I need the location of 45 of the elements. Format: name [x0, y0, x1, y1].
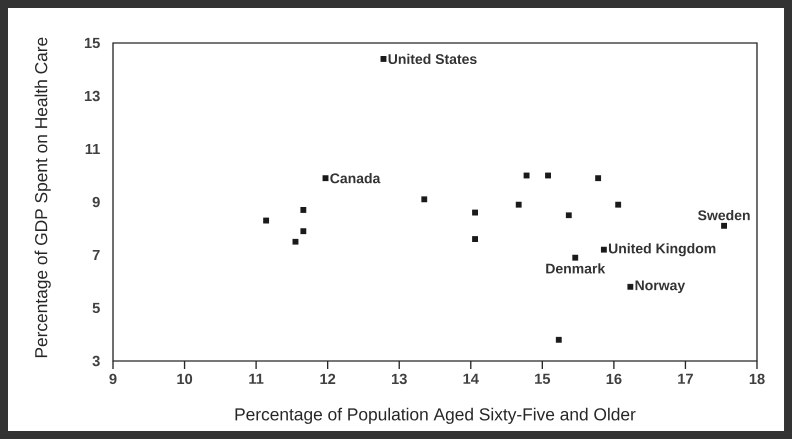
annotation: Sweden — [698, 210, 750, 220]
y-tick-label: 5 — [92, 302, 100, 314]
x-tick-label: 15 — [535, 374, 550, 384]
x-tick-label: 9 — [109, 374, 117, 384]
point — [721, 222, 728, 229]
point — [292, 238, 298, 245]
x-tick-label: 17 — [678, 374, 693, 384]
point — [421, 196, 428, 202]
point — [322, 175, 328, 182]
point — [524, 172, 530, 178]
y-tick-label: 9 — [92, 196, 100, 208]
annotation: Canada — [330, 173, 380, 184]
x-tick-label: 18 — [750, 374, 765, 384]
y-tick-label: 7 — [92, 250, 100, 260]
y-tick-label: 3 — [92, 356, 100, 366]
x-tick-label: 16 — [606, 374, 622, 384]
annotation: Denmark — [546, 263, 606, 274]
x-axis-title: Percentage of Population Aged Sixty-Five and Older — [236, 408, 636, 424]
point — [300, 207, 306, 213]
annotation: Norway — [636, 280, 686, 294]
point — [572, 254, 578, 261]
point — [600, 246, 607, 253]
x-tick-label: 10 — [177, 374, 192, 384]
x-tick-label: 11 — [249, 374, 264, 384]
point — [566, 212, 572, 218]
point — [595, 175, 602, 182]
x-tick-label: 13 — [392, 374, 407, 384]
annotation: United States — [388, 54, 477, 64]
point — [472, 236, 478, 242]
x-tick-label: 12 — [320, 374, 336, 384]
annotation: United Kingdom — [608, 243, 716, 256]
y-axis-title: Percentage of GDP Spent on Health Care — [34, 38, 51, 358]
point — [380, 56, 386, 62]
point — [472, 210, 478, 216]
point — [516, 202, 522, 208]
point — [627, 284, 634, 290]
point — [300, 228, 306, 234]
y-tick-label: 13 — [84, 90, 100, 102]
point — [615, 202, 622, 208]
y-tick-label: 15 — [84, 38, 100, 48]
point — [263, 218, 270, 224]
point — [556, 336, 562, 343]
x-tick-label: 14 — [464, 374, 479, 384]
y-tick-label: 11 — [86, 144, 100, 154]
point — [545, 172, 551, 178]
